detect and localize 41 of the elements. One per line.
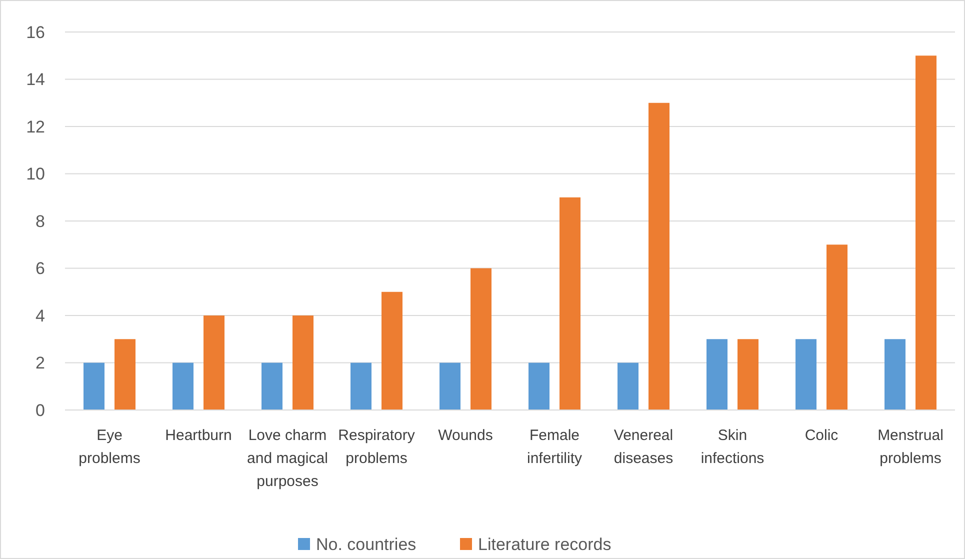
y-tick-label: 0	[36, 400, 45, 420]
x-tick-label: Menstrual problems	[878, 427, 944, 467]
y-tick-label: 4	[36, 306, 45, 326]
y-tick-label: 2	[36, 354, 45, 373]
bar	[560, 197, 580, 410]
x-tick-label: Heartburn	[165, 427, 232, 444]
bar	[648, 102, 670, 410]
bar	[826, 244, 848, 410]
bar	[84, 362, 104, 410]
bar	[292, 316, 314, 410]
x-tick-label: Respiratory problems	[338, 427, 416, 467]
bar	[114, 339, 136, 410]
bar	[470, 268, 492, 410]
bar	[884, 339, 906, 410]
y-tick-label: 16	[26, 22, 45, 42]
bar	[706, 339, 728, 410]
bar	[172, 362, 194, 410]
y-tick-label: 12	[26, 117, 45, 136]
x-tick-label: Venereal diseases	[614, 427, 674, 467]
bar	[738, 339, 758, 410]
x-tick-label: Colic	[804, 427, 839, 444]
y-tick-label: 10	[26, 164, 45, 184]
y-tick-label: 14	[26, 70, 45, 90]
bar	[528, 362, 550, 410]
bar	[440, 362, 460, 410]
legend-label: No. countries	[316, 534, 416, 554]
x-tick-label: Love charm and magical purposes	[247, 427, 328, 490]
bar	[796, 339, 816, 410]
x-tick-label: Female infertility	[526, 427, 583, 467]
y-tick-label: 8	[36, 212, 45, 231]
x-tick-label: Eye problems	[78, 427, 140, 467]
x-tick-label: Skin infections	[700, 427, 764, 467]
y-tick-label: 6	[36, 259, 45, 278]
bar	[618, 362, 638, 410]
bar	[916, 56, 936, 410]
bar	[382, 292, 402, 410]
bar	[204, 316, 224, 410]
bar	[262, 362, 282, 410]
bar	[350, 362, 372, 410]
legend-label: Literature records	[478, 534, 612, 554]
x-tick-label: Wounds	[438, 427, 493, 444]
